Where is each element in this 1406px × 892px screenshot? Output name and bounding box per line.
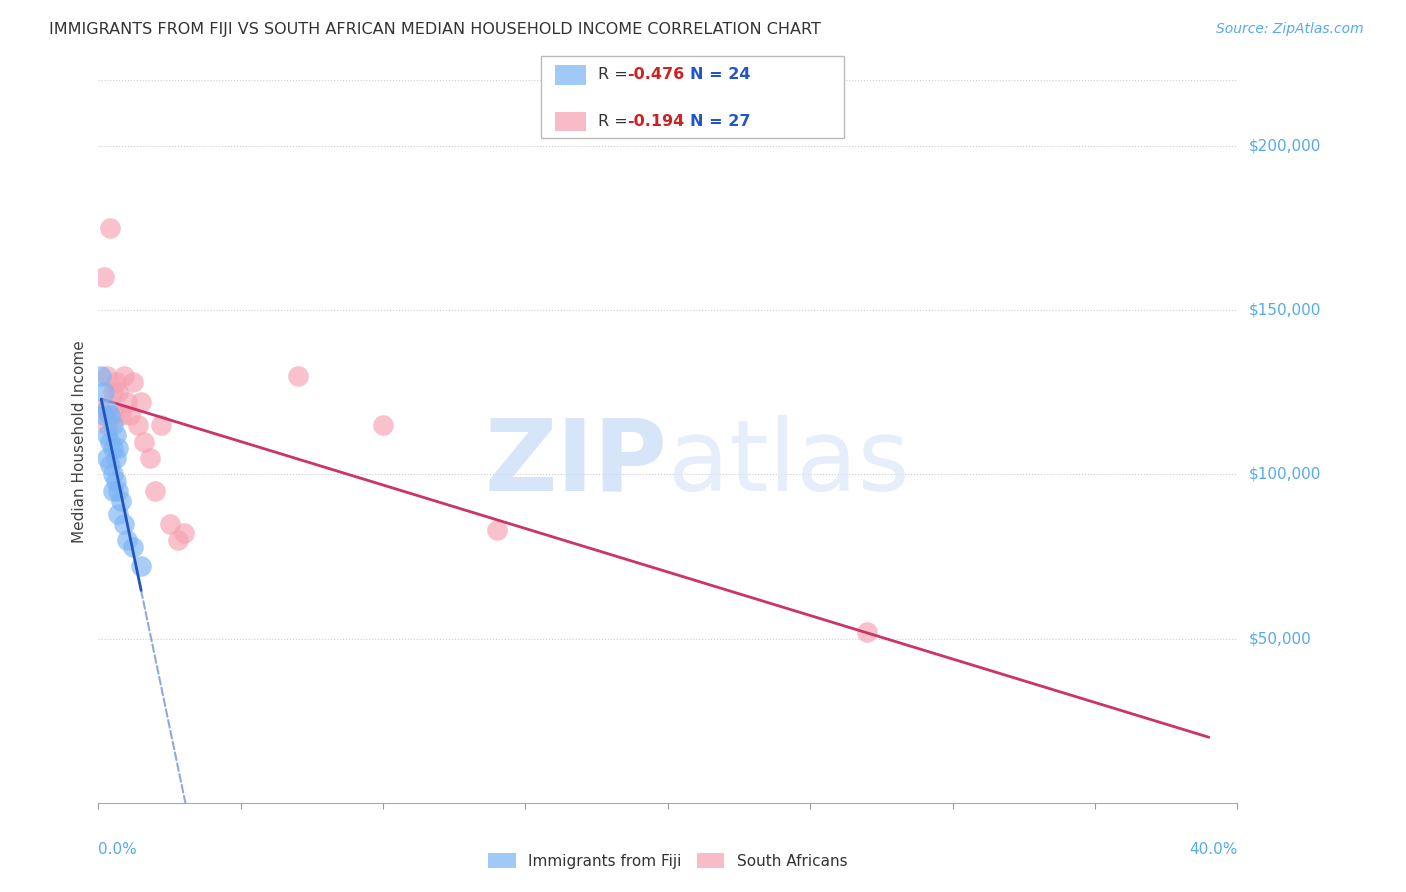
Point	[121, 540, 143, 554]
Text: -0.194: -0.194	[627, 114, 685, 128]
Point	[96, 418, 118, 433]
Point	[93, 385, 115, 400]
Text: N = 24: N = 24	[690, 68, 751, 82]
Point	[107, 483, 129, 498]
Text: $200,000: $200,000	[1249, 138, 1320, 153]
Point	[93, 409, 115, 423]
Text: Source: ZipAtlas.com: Source: ZipAtlas.com	[1216, 22, 1364, 37]
Text: 40.0%: 40.0%	[1189, 842, 1237, 856]
Text: atlas: atlas	[668, 415, 910, 512]
Text: R =: R =	[598, 68, 633, 82]
Point	[159, 516, 181, 531]
Text: R =: R =	[598, 114, 633, 128]
Point	[101, 385, 124, 400]
Point	[98, 409, 121, 423]
Text: 0.0%: 0.0%	[98, 842, 138, 856]
Point	[107, 441, 129, 455]
Point	[132, 434, 155, 449]
Point	[121, 376, 143, 390]
Point	[93, 270, 115, 285]
Point	[373, 418, 395, 433]
Point	[112, 516, 135, 531]
Point	[129, 395, 152, 409]
Point	[112, 368, 135, 383]
Point	[96, 401, 118, 416]
Point	[150, 418, 173, 433]
Point	[110, 409, 132, 423]
Point	[856, 625, 879, 640]
Point	[287, 368, 309, 383]
Point	[96, 450, 118, 465]
Point	[98, 434, 121, 449]
Point	[115, 395, 138, 409]
Text: $50,000: $50,000	[1249, 632, 1312, 646]
Point	[145, 483, 167, 498]
Text: ZIP: ZIP	[485, 415, 668, 512]
Legend: Immigrants from Fiji, South Africans: Immigrants from Fiji, South Africans	[482, 847, 853, 875]
Point	[98, 221, 121, 235]
Point	[104, 428, 127, 442]
Text: $100,000: $100,000	[1249, 467, 1320, 482]
Point	[138, 450, 160, 465]
Point	[129, 559, 152, 574]
Y-axis label: Median Household Income: Median Household Income	[72, 340, 87, 543]
Point	[90, 401, 112, 416]
Point	[101, 418, 124, 433]
Point	[173, 526, 195, 541]
Point	[96, 428, 118, 442]
Point	[486, 523, 509, 537]
Point	[98, 458, 121, 472]
Point	[107, 385, 129, 400]
Point	[96, 368, 118, 383]
Point	[104, 376, 127, 390]
Point	[127, 418, 149, 433]
Point	[110, 493, 132, 508]
Point	[101, 441, 124, 455]
Point	[167, 533, 190, 547]
Point	[107, 507, 129, 521]
Point	[115, 533, 138, 547]
Text: -0.476: -0.476	[627, 68, 685, 82]
Point	[90, 368, 112, 383]
Text: N = 27: N = 27	[690, 114, 751, 128]
Point	[118, 409, 141, 423]
Point	[101, 467, 124, 482]
Text: IMMIGRANTS FROM FIJI VS SOUTH AFRICAN MEDIAN HOUSEHOLD INCOME CORRELATION CHART: IMMIGRANTS FROM FIJI VS SOUTH AFRICAN ME…	[49, 22, 821, 37]
Point	[101, 483, 124, 498]
Point	[101, 409, 124, 423]
Point	[104, 474, 127, 488]
Text: $150,000: $150,000	[1249, 302, 1320, 318]
Point	[104, 450, 127, 465]
